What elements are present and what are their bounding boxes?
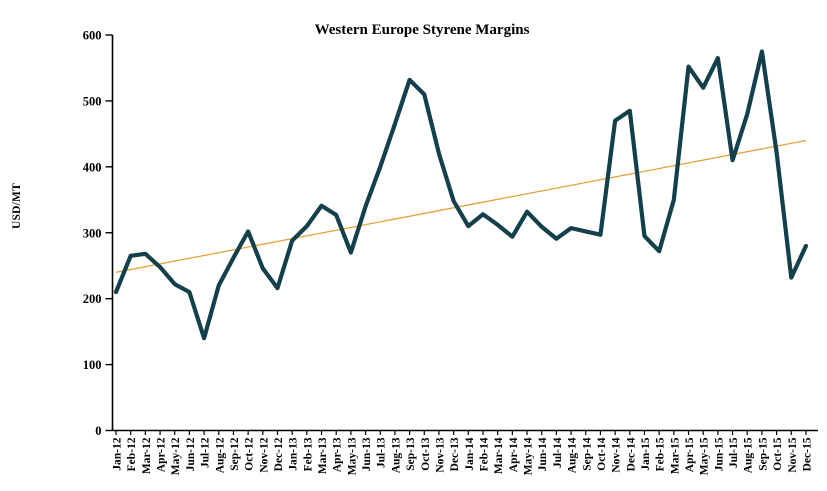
x-tick-label: Feb-13 — [302, 437, 314, 471]
x-tick-label: Jul-14 — [552, 437, 564, 468]
x-tick-label: Nov-15 — [787, 437, 799, 472]
y-tick-label: 600 — [83, 29, 102, 43]
x-tick-label: Oct-12 — [244, 437, 256, 470]
x-tick-label: Aug-13 — [390, 437, 402, 473]
data-line — [113, 49, 809, 341]
x-tick-label: Dec-13 — [449, 437, 461, 471]
x-tick-label: Oct-13 — [420, 437, 432, 470]
axes — [111, 35, 818, 432]
x-axis-ticks: Jan-12 Feb-12 Mar-12 Apr-12 May-12 Jun-12 Jul-… — [112, 430, 813, 475]
trend-line — [115, 139, 807, 273]
y-tick-label: 500 — [83, 94, 102, 108]
x-tick-label: Apr-14 — [508, 437, 520, 472]
y-tick-label: 100 — [83, 358, 102, 372]
x-tick-label: May-14 — [523, 437, 535, 475]
x-tick-label: Oct-14 — [596, 437, 608, 470]
x-tick-label: Sep-13 — [405, 437, 417, 470]
x-tick-label: Nov-13 — [434, 437, 446, 472]
x-tick-label: Aug-15 — [743, 437, 755, 473]
x-tick-label: Jul-13 — [376, 437, 388, 468]
x-tick-label: Jan-14 — [464, 437, 476, 470]
x-tick-label: Jan-13 — [288, 437, 300, 470]
y-tick-label: 0 — [95, 424, 101, 438]
x-tick-label: Dec-14 — [625, 437, 637, 471]
x-tick-label: Feb-15 — [655, 437, 667, 471]
y-tick-label: 200 — [83, 292, 102, 306]
x-tick-label: Oct-15 — [772, 437, 784, 470]
chart-title: Western Europe Styrene Margins — [315, 22, 530, 38]
x-tick-label: Aug-14 — [567, 437, 579, 473]
series-lines — [113, 49, 809, 341]
x-tick-label: Apr-15 — [684, 437, 696, 472]
x-tick-label: Feb-14 — [479, 437, 491, 471]
x-tick-label: Apr-12 — [156, 437, 168, 472]
y-tick-label: 300 — [83, 226, 102, 240]
x-tick-label: May-12 — [170, 437, 182, 475]
x-tick-label: Nov-12 — [258, 437, 270, 472]
x-tick-label: Jun-14 — [537, 437, 549, 471]
x-tick-label: Jan-15 — [640, 437, 652, 470]
x-tick-label: Jan-12 — [112, 437, 124, 470]
x-tick-label: Jun-12 — [185, 437, 197, 471]
x-tick-label: Mar-13 — [317, 437, 329, 474]
x-tick-label: May-13 — [346, 437, 358, 475]
x-tick-label: Jul-12 — [200, 437, 212, 468]
x-tick-label: Sep-12 — [229, 437, 241, 470]
y-axis-title: USD/MT — [11, 183, 23, 229]
x-tick-label: Apr-13 — [332, 437, 344, 472]
x-tick-label: Jul-15 — [728, 437, 740, 468]
x-tick-label: Jun-15 — [713, 437, 725, 471]
x-tick-label: Sep-14 — [581, 437, 593, 470]
x-tick-label: Dec-15 — [801, 437, 813, 471]
x-tick-label: Mar-14 — [493, 437, 505, 474]
x-tick-label: Dec-12 — [273, 437, 285, 471]
y-tick-label: 400 — [83, 160, 102, 174]
x-tick-label: Mar-15 — [669, 437, 681, 474]
x-tick-label: Aug-12 — [214, 437, 226, 473]
x-tick-label: Feb-12 — [126, 437, 138, 471]
x-tick-label: Sep-15 — [757, 437, 769, 470]
x-tick-label: Nov-14 — [611, 437, 623, 472]
x-tick-label: Jun-13 — [361, 437, 373, 471]
x-tick-label: May-15 — [699, 437, 711, 475]
x-tick-label: Mar-12 — [141, 437, 153, 474]
y-axis-ticks: 0 100 200 300 400 500 600 — [83, 29, 113, 438]
